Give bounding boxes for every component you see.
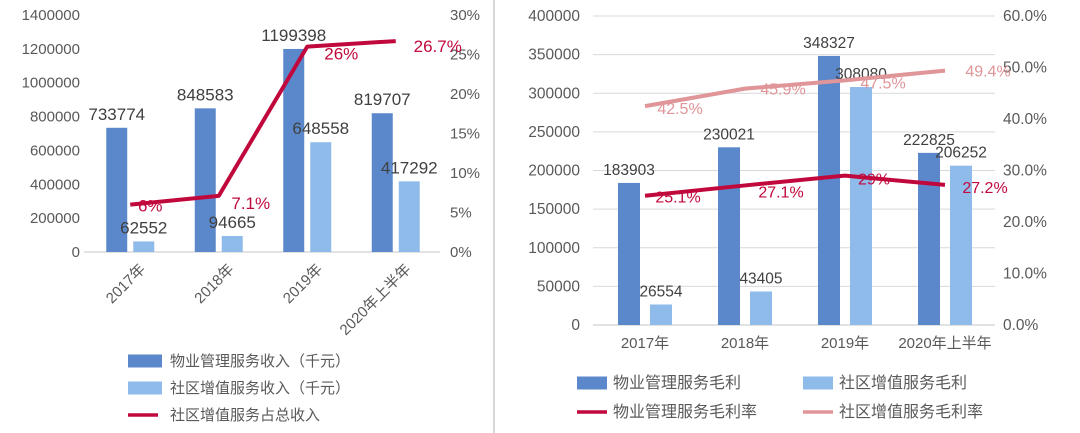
bar-series1-point2 <box>718 147 740 325</box>
bar-series1-point3 <box>283 48 305 253</box>
category-label: 2018年 <box>721 335 769 352</box>
bar-series2-point4 <box>950 165 972 325</box>
profit-chart: 0 50000 100000 150000 200000 250000 300000 3500… <box>496 0 1080 433</box>
category-label: 2017年 <box>621 335 669 352</box>
line-series1 <box>130 39 396 207</box>
bar-series1-point4 <box>918 152 940 325</box>
right-axis-tick-label: 10.0% <box>1003 266 1047 283</box>
bar-value-label: 26554 <box>639 283 682 300</box>
right-axis-tick-label: 10% <box>450 165 480 182</box>
right-axis-tick-label: 20% <box>450 86 480 103</box>
bar-series1-point3 <box>818 55 840 326</box>
line-value-label: 7.1% <box>231 194 270 213</box>
bar-value-label: 183903 <box>603 162 655 179</box>
category-label: 2020年上半年 <box>898 335 991 352</box>
bar-series1-point1 <box>618 182 640 325</box>
bar-series1-point4 <box>371 113 393 252</box>
right-axis-tick-label: 20.0% <box>1003 214 1047 231</box>
bar-value-label: 848583 <box>177 85 234 104</box>
left-axis-tick-label: 400000 <box>528 8 580 25</box>
right-axis-tick-label: 0.0% <box>1003 317 1039 334</box>
category-label: 2020年上半年 <box>337 261 415 339</box>
left-axis-tick-label: 400000 <box>30 176 80 193</box>
bar-value-label: 230021 <box>703 126 755 143</box>
bar-series2-point1 <box>650 304 672 325</box>
left-axis-tick-label: 150000 <box>528 201 580 218</box>
legend-label: 物业管理服务收入（千元） <box>170 353 350 370</box>
bar-value-label: 222825 <box>903 132 955 149</box>
left-axis-tick-label: 250000 <box>528 124 580 141</box>
legend-label: 社区增值服务毛利率 <box>839 403 983 421</box>
line-value-label: 6% <box>138 197 163 216</box>
legend-bar-swatch <box>128 354 162 368</box>
right-axis-tick-label: 5% <box>450 205 472 222</box>
right-axis-tick-label: 40.0% <box>1003 111 1047 128</box>
legend-label: 社区增值服务毛利 <box>839 374 967 392</box>
line-value-label: 49.4% <box>965 64 1010 81</box>
bar-series2-point3 <box>310 142 332 252</box>
left-axis-tick-label: 350000 <box>528 47 580 64</box>
line-value-label: 26.7% <box>414 37 462 56</box>
line-value-label: 26% <box>324 45 358 64</box>
left-axis-tick-label: 800000 <box>30 109 80 126</box>
right-axis-tick-label: 0% <box>450 244 472 261</box>
left-axis-tick-label: 1200000 <box>22 41 80 58</box>
left-axis-tick-label: 0 <box>571 317 580 334</box>
legend-bar-swatch <box>128 381 162 395</box>
legend-bar-swatch <box>577 376 607 390</box>
category-label: 2019年 <box>280 261 326 307</box>
left-axis-tick-label: 1000000 <box>22 75 80 92</box>
right-axis-tick-label: 15% <box>450 126 480 143</box>
bar-value-label: 819707 <box>354 90 411 109</box>
bar-value-label: 417292 <box>381 158 438 177</box>
left-axis-tick-label: 600000 <box>30 142 80 159</box>
bar-series2-point2 <box>221 235 243 252</box>
left-axis-tick-label: 50000 <box>537 278 580 295</box>
bar-series2-point3 <box>850 87 872 325</box>
bar-value-label: 206252 <box>935 145 987 162</box>
left-axis-tick-label: 0 <box>72 244 80 261</box>
line-series1 <box>644 173 946 198</box>
category-label: 2018年 <box>191 261 237 307</box>
legend-bar-swatch <box>803 376 833 390</box>
bar-value-label: 43405 <box>739 270 782 287</box>
revenue-chart: 0 200000 400000 600000 800000 1000000 1200000 1… <box>0 0 494 433</box>
bar-value-label: 348327 <box>803 35 855 52</box>
legend-label: 社区增值服务占总收入 <box>170 407 320 424</box>
left-axis-tick-label: 200000 <box>528 163 580 180</box>
bar-value-label: 1199398 <box>261 26 326 45</box>
line-value-label: 27.2% <box>962 180 1007 197</box>
profit-chart-svg: 0 50000 100000 150000 200000 250000 300000 3500… <box>528 8 1047 421</box>
left-axis-tick-label: 100000 <box>528 240 580 257</box>
legend-label: 物业管理服务毛利率 <box>613 403 757 421</box>
bar-value-label: 62552 <box>120 218 167 237</box>
right-axis-tick-label: 60.0% <box>1003 8 1047 25</box>
bar-series1-point1 <box>106 127 128 252</box>
panel-divider <box>493 0 495 433</box>
legend-label: 社区增值服务收入（千元） <box>170 380 350 397</box>
right-axis-tick-label: 30% <box>450 7 480 24</box>
category-label: 2017年 <box>103 261 149 307</box>
bar-value-label: 733774 <box>88 105 145 124</box>
bar-series2-point4 <box>398 181 420 252</box>
left-axis-tick-label: 1400000 <box>22 7 80 24</box>
right-axis-tick-label: 25% <box>450 47 480 64</box>
revenue-chart-svg: 0 200000 400000 600000 800000 1000000 1200000 1… <box>22 7 480 424</box>
legend-label: 物业管理服务毛利 <box>613 374 741 392</box>
line-value-label: 27.1% <box>758 184 803 201</box>
left-axis-tick-label: 200000 <box>30 210 80 227</box>
category-label: 2019年 <box>821 335 869 352</box>
bar-value-label: 94665 <box>209 213 256 232</box>
bar-series2-point2 <box>750 291 772 325</box>
right-axis-tick-label: 50.0% <box>1003 60 1047 77</box>
bar-series1-point2 <box>194 108 216 253</box>
bar-series2-point1 <box>133 241 155 252</box>
right-axis-tick-label: 30.0% <box>1003 163 1047 180</box>
line-series2 <box>644 68 946 109</box>
line-value-label: 42.5% <box>657 101 702 118</box>
left-axis-tick-label: 300000 <box>528 85 580 102</box>
bar-value-label: 648558 <box>292 119 349 138</box>
